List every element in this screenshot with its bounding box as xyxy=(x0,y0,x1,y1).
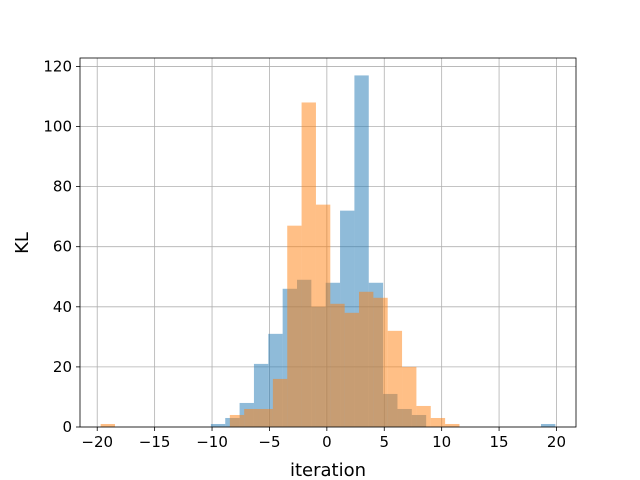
y-tick-label: 20 xyxy=(53,358,72,376)
x-tick-label: −5 xyxy=(258,433,280,451)
histogram-bar-series-2 xyxy=(229,414,245,427)
histogram-bar-series-2 xyxy=(244,408,259,427)
histogram-bar-series-1 xyxy=(210,423,226,427)
plot-frame xyxy=(79,57,577,428)
histogram-bar-series-2 xyxy=(258,408,273,427)
x-tick-label: −20 xyxy=(81,433,113,451)
y-tick-label: 120 xyxy=(43,57,72,75)
histogram-bar-series-2 xyxy=(272,378,288,427)
histogram-bar-series-2 xyxy=(430,417,446,427)
x-tick-label: 5 xyxy=(379,433,389,451)
y-tick-label: 100 xyxy=(43,118,72,136)
x-tick-label: 15 xyxy=(490,433,509,451)
histogram-bar-series-1 xyxy=(540,423,556,427)
histogram-bar-series-2 xyxy=(359,291,374,427)
x-tick-label: 10 xyxy=(432,433,451,451)
x-axis-label: iteration xyxy=(290,460,366,480)
histogram-bar-series-2 xyxy=(373,297,388,427)
frame-layer xyxy=(79,57,577,428)
histogram-bar-series-2 xyxy=(100,423,116,427)
y-tick-label: 0 xyxy=(62,418,72,436)
histogram-bar-series-2 xyxy=(387,330,403,427)
bars-layer xyxy=(100,75,556,427)
y-axis-label: KL xyxy=(12,232,33,254)
histogram-bar-series-2 xyxy=(445,423,460,427)
histogram-bar-series-2 xyxy=(330,303,345,427)
histogram-bar-series-2 xyxy=(301,102,316,427)
y-tick-label: 40 xyxy=(53,298,72,316)
histogram-bar-series-2 xyxy=(402,366,417,427)
histogram-bar-series-2 xyxy=(315,204,331,427)
x-tick-label: 0 xyxy=(322,433,332,451)
y-tick-label: 80 xyxy=(53,178,72,196)
histogram-bar-series-2 xyxy=(344,312,359,427)
x-tick-label: −10 xyxy=(196,433,228,451)
histogram-bar-series-2 xyxy=(287,225,302,427)
ticks-layer: −20 −15 −10 −5 0 5 10 15 20 0 20 40 60 80 100 120 xyxy=(43,57,566,451)
histogram-bar-series-2 xyxy=(416,405,431,427)
x-tick-label: −15 xyxy=(139,433,171,451)
x-tick-label: 20 xyxy=(547,433,566,451)
y-tick-label: 60 xyxy=(53,238,72,256)
